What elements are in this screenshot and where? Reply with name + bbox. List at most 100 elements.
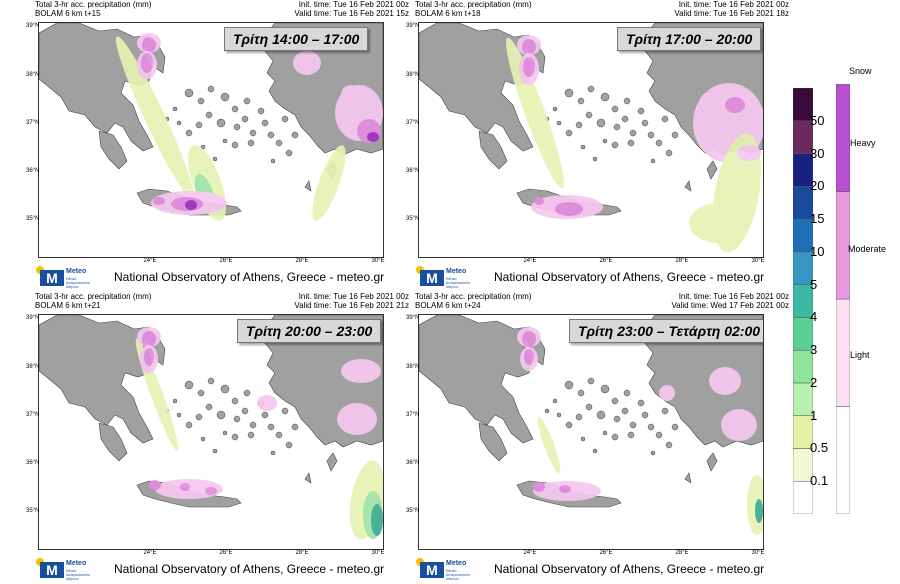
precip-area	[205, 487, 217, 495]
precip-area	[523, 57, 535, 77]
forecast-panel: Total 3-hr acc. precipitation (mm) BOLAM …	[406, 0, 792, 289]
island	[552, 106, 558, 112]
logo-subtitle: Εθνικό Αστεροσκοπείο Αθηνών	[446, 569, 470, 581]
precip-area	[142, 37, 156, 53]
longitude-tick-label: 24°E	[523, 550, 537, 556]
landmass	[478, 130, 508, 170]
island	[565, 421, 573, 429]
island	[257, 107, 265, 115]
rain-legend-label: 20	[810, 178, 825, 194]
precip-area	[371, 504, 383, 536]
island	[577, 97, 585, 105]
island	[580, 144, 586, 150]
island	[585, 403, 593, 411]
island	[577, 389, 585, 397]
longitude-tick-label: 24°E	[143, 550, 157, 556]
rain-legend-label: 4	[810, 309, 818, 325]
island	[241, 407, 249, 415]
precip-layer	[115, 33, 383, 221]
island	[233, 123, 241, 131]
island	[243, 97, 251, 105]
island	[241, 115, 249, 123]
precip-area	[142, 331, 156, 347]
landmass	[684, 472, 692, 484]
longitude-tick-label: 26°E	[599, 258, 613, 264]
island	[233, 415, 241, 423]
precip-area	[533, 482, 545, 492]
island	[243, 389, 251, 397]
header-line: BOLAM 6 km t+24	[415, 301, 481, 310]
logo-subtitle: Εθνικό Αστεροσκοπείο Αθηνών	[66, 277, 90, 289]
island	[249, 129, 257, 137]
time-window-label: Τρίτη 23:00 – Τετάρτη 02:00	[569, 319, 763, 343]
island	[611, 105, 619, 113]
island	[655, 139, 663, 147]
island	[592, 448, 598, 454]
landmass	[419, 315, 534, 444]
island	[195, 413, 203, 421]
panel-header-left: Total 3-hr acc. precipitation (mm) BOLAM …	[415, 0, 531, 18]
time-window-label: Τρίτη 17:00 – 20:00	[617, 27, 762, 51]
island	[267, 131, 275, 139]
rain-legend-label: 0.1	[810, 473, 829, 489]
island	[580, 436, 586, 442]
island	[231, 105, 239, 113]
precip-area	[153, 197, 165, 205]
island	[602, 138, 608, 144]
snow-label-heavy: Heavy	[850, 138, 876, 148]
precip-area	[721, 409, 757, 441]
time-window-label: Τρίτη 20:00 – 23:00	[237, 319, 382, 343]
rain-legend-label: 3	[810, 342, 818, 358]
island	[544, 408, 550, 414]
panel-footer: M Meteo Εθνικό Αστεροσκοπείο Αθηνών Nati…	[412, 266, 792, 289]
precip-area	[689, 203, 749, 243]
rain-legend-label: 50	[810, 112, 825, 128]
precip-area	[337, 403, 377, 435]
rain-legend-label: 0.5	[810, 440, 829, 456]
island	[185, 129, 193, 137]
panel-header-right: Init. time: Tue 16 Feb 2021 00z Valid tim…	[294, 292, 409, 310]
precip-area	[144, 348, 154, 366]
island	[575, 413, 583, 421]
logo-name: Meteo	[66, 268, 87, 275]
island	[275, 431, 283, 439]
rain-legend-label: 10	[810, 243, 825, 259]
header-line: BOLAM 6 km t+21	[35, 301, 101, 310]
latitude-tick-label: 38°N	[406, 364, 420, 370]
island	[596, 410, 606, 420]
panel-header-left: Total 3-hr acc. precipitation (mm) BOLAM …	[35, 292, 151, 310]
island	[247, 139, 255, 147]
longitude-tick-label: 30°E	[751, 258, 765, 264]
latitude-tick-label: 36°N	[26, 460, 40, 466]
logo-name: Meteo	[66, 560, 87, 567]
latitude-tick-label: 35°N	[406, 216, 420, 222]
precip-area	[537, 416, 561, 474]
island	[650, 158, 656, 164]
island	[185, 421, 193, 429]
island	[621, 115, 629, 123]
precip-area	[257, 395, 277, 411]
meteo-m-icon: M	[40, 270, 64, 286]
precip-area	[115, 36, 195, 200]
panel-footer: M Meteo Εθνικό Αστεροσκοπείο Αθηνών Nati…	[32, 558, 412, 581]
island	[661, 115, 669, 123]
island	[641, 119, 649, 127]
longitude-tick-label: 30°E	[371, 258, 385, 264]
island	[270, 450, 276, 456]
longitude-tick-label: 24°E	[523, 258, 537, 264]
latitude-tick-label: 37°N	[406, 412, 420, 418]
header-line: BOLAM 6 km t+18	[415, 9, 481, 18]
island	[556, 412, 562, 418]
island	[647, 423, 655, 431]
island	[220, 92, 230, 102]
island	[212, 156, 218, 162]
landmass	[684, 180, 692, 192]
rain-legend-label: 15	[810, 211, 825, 227]
precip-area	[312, 145, 346, 221]
latitude-tick-label: 39°N	[26, 23, 40, 29]
island	[587, 377, 595, 385]
precip-area	[341, 359, 381, 383]
snow-legend	[835, 83, 851, 515]
island	[207, 377, 215, 385]
island	[270, 158, 276, 164]
